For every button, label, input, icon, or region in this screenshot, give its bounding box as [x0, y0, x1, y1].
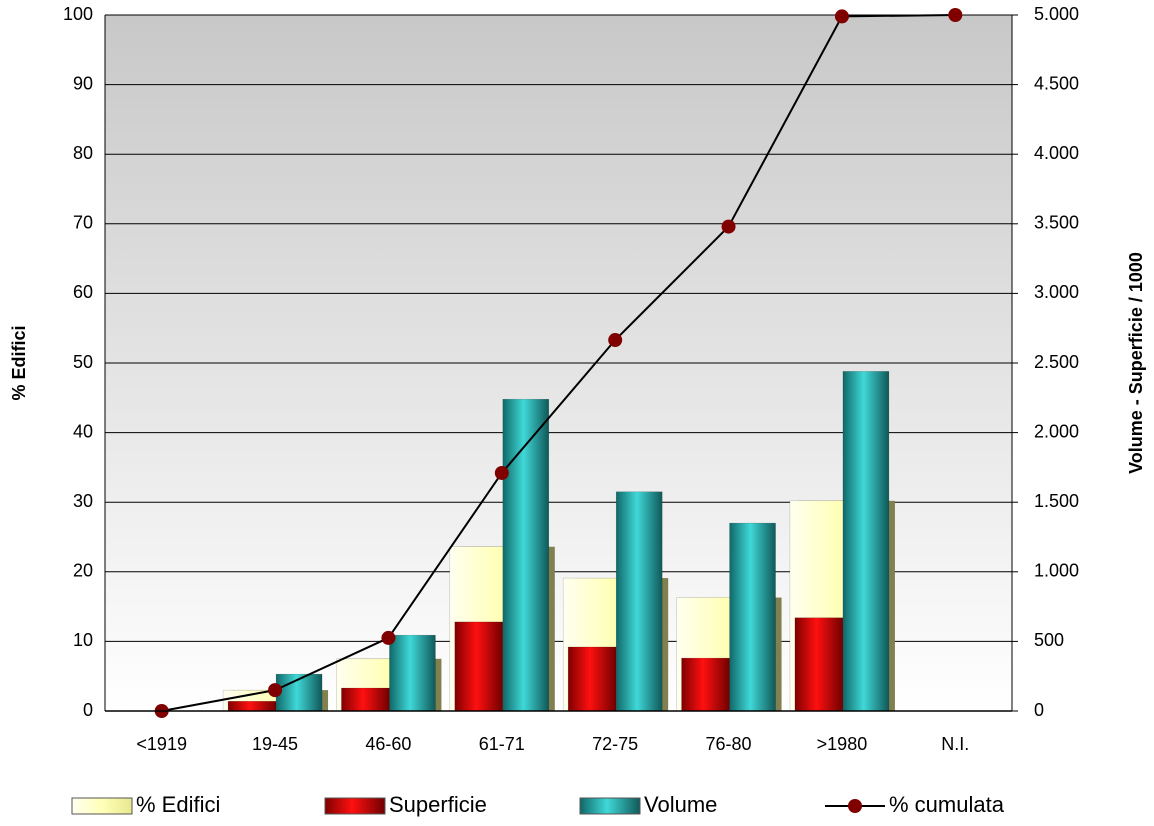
y-axis-title: % Edifici: [9, 325, 29, 400]
marker: [494, 465, 509, 480]
x-tick-label: 61-71: [479, 734, 525, 754]
bar: [615, 491, 663, 712]
y-tick-label: 100: [63, 4, 93, 24]
bar: [729, 522, 776, 712]
x-tick-label: 19-45: [252, 734, 298, 754]
x-tick-label: <1919: [136, 734, 187, 754]
legend-swatch: [579, 797, 641, 815]
y-tick-label: 70: [73, 213, 93, 233]
legend-swatch: [324, 797, 386, 815]
y2-tick-label: 4.500: [1034, 73, 1079, 93]
y-tick-label: 50: [73, 352, 93, 372]
bar: [842, 371, 890, 712]
x-tick-label: 76-80: [706, 734, 752, 754]
line: [161, 14, 956, 712]
y-tick-label: 90: [73, 73, 93, 93]
marker: [721, 219, 736, 234]
y-tick-label: 20: [73, 561, 93, 581]
bar: [227, 701, 277, 712]
y-tick-label: 10: [73, 630, 93, 650]
y-tick-label: 30: [73, 491, 93, 511]
bar: [389, 634, 436, 712]
bar: [794, 617, 844, 712]
y2-tick-label: 2.500: [1034, 352, 1079, 372]
y2-tick-label: 500: [1034, 630, 1064, 650]
bar: [502, 398, 550, 712]
y2-axis-title: Volume - Superficie / 1000: [1126, 252, 1146, 474]
y2-tick-label: 1.500: [1034, 491, 1079, 511]
y2-tick-label: 0: [1034, 700, 1044, 720]
marker: [381, 630, 396, 645]
x-tick-label: 72-75: [592, 734, 638, 754]
legend-swatch: [848, 799, 862, 813]
legend-label: Volume: [644, 792, 717, 817]
y-tick-label: 80: [73, 143, 93, 163]
legend-label: Superficie: [389, 792, 487, 817]
bar: [275, 673, 323, 712]
legend-label: % Edifici: [136, 792, 220, 817]
bar: [341, 687, 390, 712]
y-tick-label: 60: [73, 282, 93, 302]
y2-tick-label: 2.000: [1034, 421, 1079, 441]
bar: [454, 621, 504, 712]
marker: [948, 8, 963, 22]
x-tick-label: N.I.: [941, 734, 969, 754]
marker: [268, 683, 283, 698]
y-tick-label: 40: [73, 421, 93, 441]
y2-tick-label: 5.000: [1034, 4, 1079, 24]
y2-tick-label: 4.000: [1034, 143, 1079, 163]
legend-label: % cumulata: [889, 792, 1005, 817]
bar: [567, 646, 617, 712]
x-tick-label: 46-60: [365, 734, 411, 754]
y2-tick-label: 3.500: [1034, 213, 1079, 233]
marker: [834, 9, 849, 24]
bar: [681, 657, 730, 712]
legend-swatch: [71, 797, 133, 815]
y2-tick-label: 3.000: [1034, 282, 1079, 302]
marker: [608, 333, 623, 348]
y2-tick-label: 1.000: [1034, 561, 1079, 581]
y-tick-label: 0: [83, 700, 93, 720]
x-tick-label: >1980: [817, 734, 868, 754]
